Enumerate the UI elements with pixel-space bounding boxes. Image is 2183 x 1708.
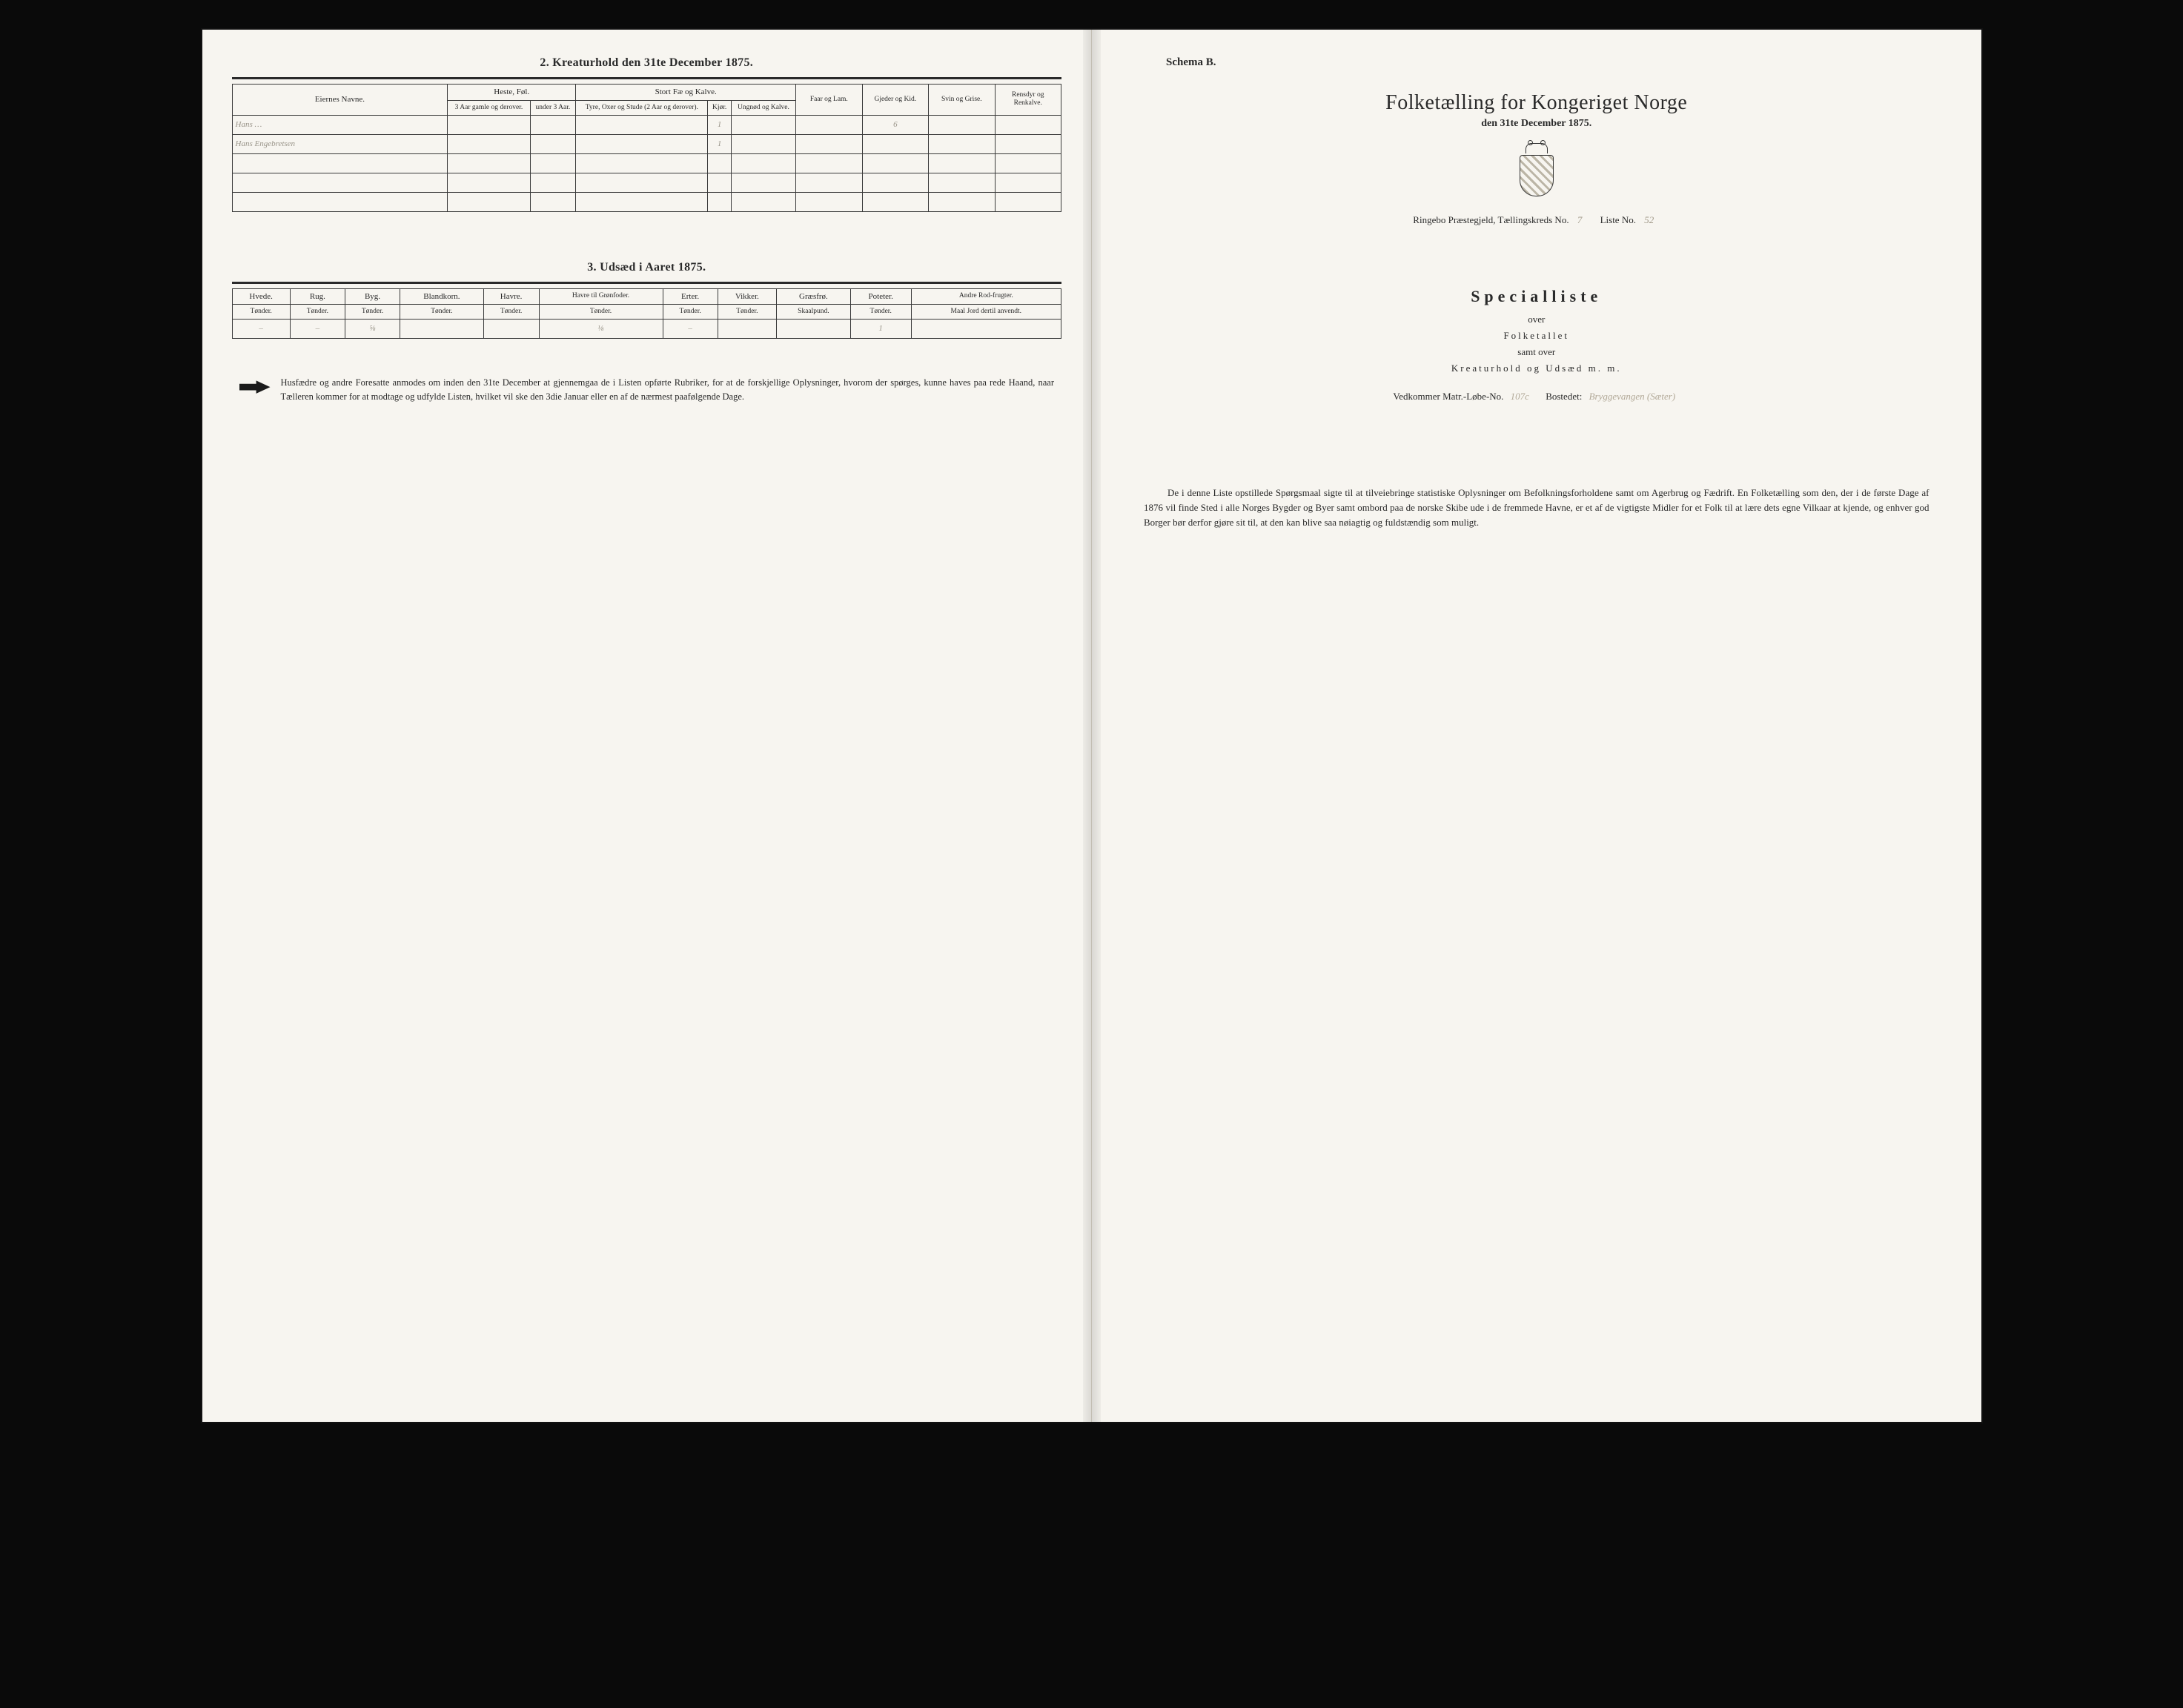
col-group-heste: Heste, Føl.: [448, 85, 576, 101]
col-svin: Svin og Grise.: [929, 85, 995, 116]
matr-no: 107c: [1506, 391, 1534, 402]
main-title: Folketælling for Kongeriget Norge: [1122, 91, 1952, 115]
table-row: Hans Engebretsen 1: [232, 134, 1061, 153]
seed-table: Hvede. Rug. Byg. Blandkorn. Havre. Havre…: [232, 288, 1062, 340]
instruction-text: Husfædre og andre Foresatte anmodes om i…: [281, 376, 1055, 404]
col-names: Eiernes Navne.: [232, 85, 448, 116]
table-row: [232, 192, 1061, 211]
col-heste-b: under 3 Aar.: [530, 100, 576, 115]
table-row: – – ⅝ ⅛ – 1: [232, 320, 1061, 339]
livestock-rows: Hans … 1 6 Hans Engebretsen 1: [232, 115, 1061, 211]
section3-title: 3. Udsæd i Aaret 1875.: [232, 261, 1062, 274]
folketallet: Folketallet: [1122, 330, 1952, 342]
col-gjeder: Gjeder og Kid.: [862, 85, 928, 116]
coat-of-arms-icon: [1514, 143, 1559, 201]
kreatur-line: Kreaturhold og Udsæd m. m.: [1122, 363, 1952, 374]
col-faar: Faar og Lam.: [796, 85, 862, 116]
subtitle: den 31te December 1875.: [1122, 118, 1952, 130]
district-prefix: Ringebo Præstegjeld, Tællingskreds No.: [1413, 214, 1568, 225]
bostedet: Bryggevangen (Sæter): [1585, 391, 1680, 402]
specialliste: Specialliste: [1122, 287, 1952, 306]
col-stort-b: Kjør.: [708, 100, 731, 115]
property-ref: Vedkommer Matr.-Løbe-No. 107c Bostedet: …: [1122, 391, 1952, 403]
left-page: 2. Kreaturhold den 31te December 1875. E…: [202, 30, 1093, 1422]
col-stort-c: Ungnød og Kalve.: [731, 100, 795, 115]
seed-header-top: Hvede. Rug. Byg. Blandkorn. Havre. Havre…: [232, 288, 1061, 305]
table-row: Hans … 1 6: [232, 115, 1061, 134]
over-label: over: [1122, 314, 1952, 325]
liste-label: Liste No.: [1600, 214, 1636, 225]
liste-no: 52: [1638, 214, 1660, 225]
explanatory-paragraph: De i denne Liste opstillede Spørgsmaal s…: [1144, 486, 1929, 530]
district-line: Ringebo Præstegjeld, Tællingskreds No. 7…: [1122, 214, 1952, 226]
livestock-table: Eiernes Navne. Heste, Føl. Stort Fæ og K…: [232, 84, 1062, 212]
right-page: Schema B. Folketælling for Kongeriget No…: [1092, 30, 1981, 1422]
rule: [232, 283, 1062, 284]
table-row: [232, 153, 1061, 173]
pointing-hand-icon: [239, 379, 271, 395]
col-heste-a: 3 Aar gamle og derover.: [448, 100, 530, 115]
instruction-note: Husfædre og andre Foresatte anmodes om i…: [239, 376, 1055, 404]
schema-label: Schema B.: [1166, 56, 1952, 69]
document-scan: 2. Kreaturhold den 31te December 1875. E…: [202, 30, 1981, 1422]
section2-title: 2. Kreaturhold den 31te December 1875.: [232, 56, 1062, 70]
col-rensdyr: Rensdyr og Renkalve.: [995, 85, 1061, 116]
seed-header-bottom: Tønder. Tønder. Tønder. Tønder. Tønder. …: [232, 305, 1061, 320]
table-row: [232, 173, 1061, 192]
col-stort-a: Tyre, Oxer og Stude (2 Aar og derover).: [576, 100, 708, 115]
kreds-no: 7: [1571, 214, 1589, 225]
col-group-stort: Stort Fæ og Kalve.: [576, 85, 796, 101]
samt-over: samt over: [1122, 346, 1952, 358]
